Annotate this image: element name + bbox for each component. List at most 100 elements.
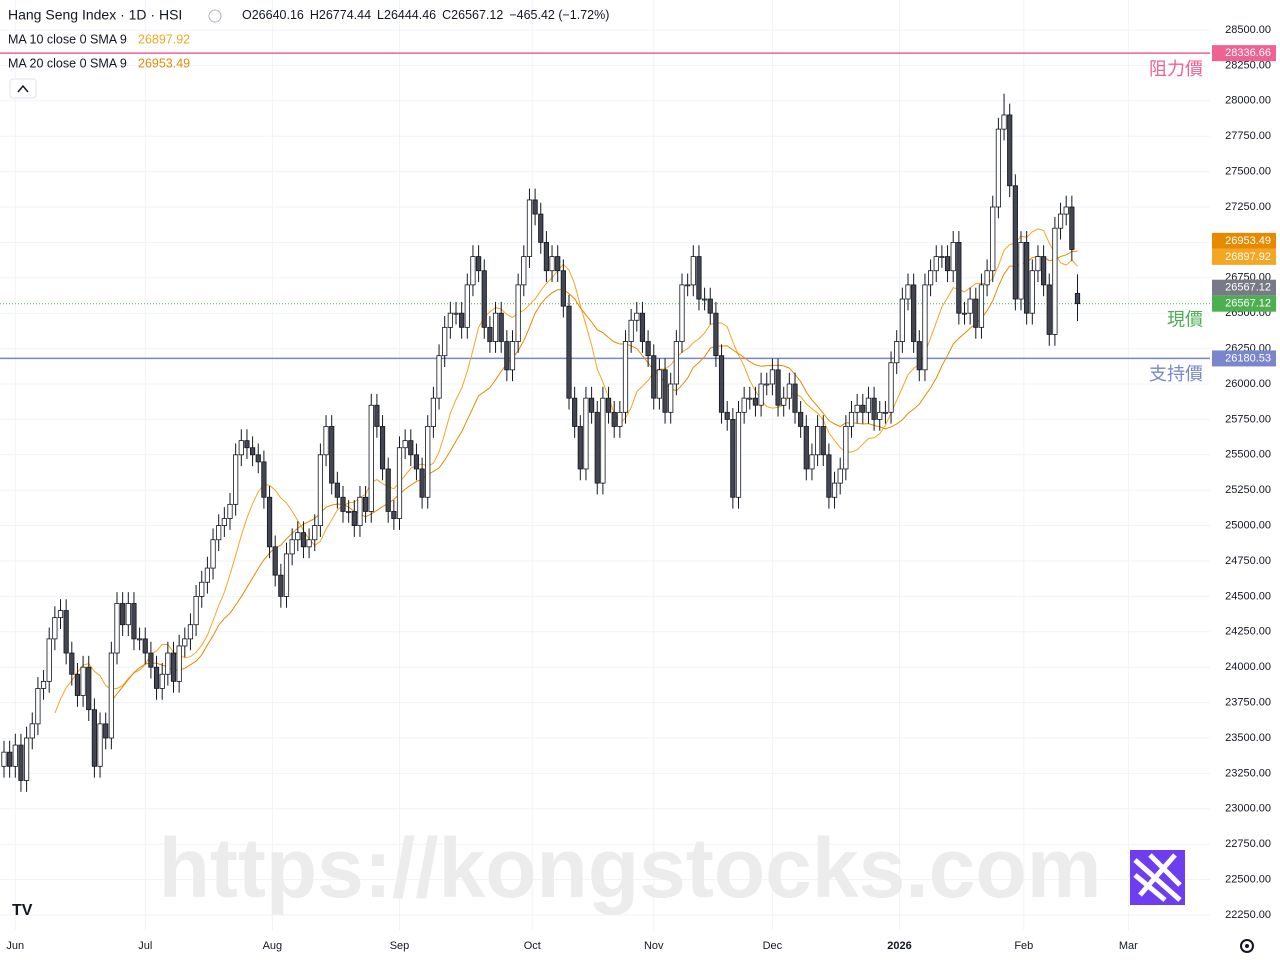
y-tick-label: 27250.00 <box>1225 201 1271 213</box>
candle-body <box>425 426 431 498</box>
candle-body <box>283 553 290 597</box>
candle-body <box>504 341 510 371</box>
candle-body <box>775 369 781 406</box>
price-tag-label: 26567.12 <box>1225 282 1271 294</box>
price-tag <box>1212 248 1276 265</box>
candle-body <box>538 213 544 243</box>
candle-body <box>668 383 674 413</box>
candle-body <box>18 744 24 781</box>
candle-body <box>973 298 979 328</box>
legend-name: MA 10 close 0 SMA 9 <box>8 32 127 46</box>
candle-body <box>566 305 572 399</box>
y-tick-label: 26000.00 <box>1225 378 1271 390</box>
candle-body <box>340 496 346 512</box>
candle-body <box>413 454 420 470</box>
candle-body <box>114 603 120 654</box>
candle-body <box>436 355 442 399</box>
candle-body <box>933 256 939 272</box>
candle-body <box>848 411 855 427</box>
candle-body <box>1046 284 1052 335</box>
candle-body <box>221 518 227 527</box>
candle-body <box>645 341 651 357</box>
candle-body <box>543 241 550 272</box>
candle-body <box>781 397 787 406</box>
ohlc-letter: C <box>442 8 451 22</box>
candle-body <box>346 511 352 513</box>
candle-body <box>57 610 64 619</box>
candle-body <box>153 666 160 689</box>
legend-value: 26953.49 <box>138 56 190 70</box>
candle-body <box>1074 292 1081 305</box>
candle-body <box>978 284 985 328</box>
watermark: https://kongstocks.com <box>159 821 1102 915</box>
candle-body <box>391 511 397 519</box>
y-tick-label: 22500.00 <box>1225 874 1271 886</box>
candle-body <box>379 426 386 470</box>
candle-body <box>306 539 312 548</box>
y-tick-label: 22750.00 <box>1225 838 1271 850</box>
candle-body <box>831 482 838 498</box>
legend: MA 10 close 0 SMA 9 26897.92 MA 20 close 0… <box>8 32 190 70</box>
x-tick-label: Mar <box>1119 940 1138 952</box>
candle-body <box>1041 256 1047 286</box>
candle-body <box>526 199 533 257</box>
candle-body <box>1024 241 1030 314</box>
candle-body <box>560 270 566 307</box>
candle-body <box>368 404 374 512</box>
candle-body <box>549 256 555 272</box>
site-logo <box>1130 850 1185 905</box>
ohlc-value: 26774.44 <box>319 8 371 22</box>
candle-body <box>656 369 663 399</box>
status-dot[interactable] <box>208 9 222 23</box>
collapse-button[interactable] <box>9 78 37 99</box>
candle-body <box>639 312 646 342</box>
candle-body <box>1069 206 1075 250</box>
candle-body <box>724 411 730 420</box>
y-tick-label: 24750.00 <box>1225 555 1271 567</box>
candle-body <box>249 447 256 456</box>
candle-body <box>334 482 340 498</box>
candle-body <box>888 362 894 413</box>
y-tick-label: 25750.00 <box>1225 413 1271 425</box>
y-tick-label: 25500.00 <box>1225 449 1271 461</box>
candle-body <box>266 496 273 548</box>
candle-body <box>419 468 425 498</box>
candle-body <box>509 341 516 371</box>
candle-body <box>159 673 165 689</box>
settings-button[interactable] <box>1240 939 1254 953</box>
y-tick-label: 23000.00 <box>1225 803 1271 815</box>
change: −465.42 (−1.72%) <box>509 8 609 22</box>
candle-body <box>7 751 13 767</box>
candle-body <box>611 411 617 427</box>
candle-body <box>12 744 18 767</box>
candle-body <box>216 525 222 541</box>
candle-body <box>1035 256 1041 272</box>
level-label: 阻力價 <box>1149 59 1203 79</box>
candle-body <box>1063 206 1069 215</box>
candle-body <box>408 440 414 456</box>
price-tag-label: 28336.66 <box>1225 47 1271 59</box>
candles <box>1 93 1081 792</box>
candle-body <box>583 397 589 470</box>
price-tag-label: 26567.12 <box>1225 298 1271 310</box>
candle-body <box>357 496 363 526</box>
candle-body <box>634 312 640 321</box>
candle-body <box>447 312 453 328</box>
candle-body <box>453 312 459 315</box>
x-tick-label: Nov <box>644 940 664 952</box>
candle-body <box>1057 213 1064 229</box>
ohlc-value: 26640.16 <box>252 8 304 22</box>
candle-body <box>289 539 295 555</box>
candle-body <box>702 298 708 301</box>
candle-body <box>792 383 798 413</box>
candle-body <box>928 270 934 286</box>
candle-body <box>142 638 148 654</box>
candle-body <box>707 298 713 314</box>
candle-body <box>871 397 877 420</box>
candle-body <box>944 256 951 272</box>
y-tick-label: 24500.00 <box>1225 590 1271 602</box>
candle-body <box>125 603 131 626</box>
x-tick-label: Aug <box>263 940 283 952</box>
candle-body <box>187 624 194 640</box>
